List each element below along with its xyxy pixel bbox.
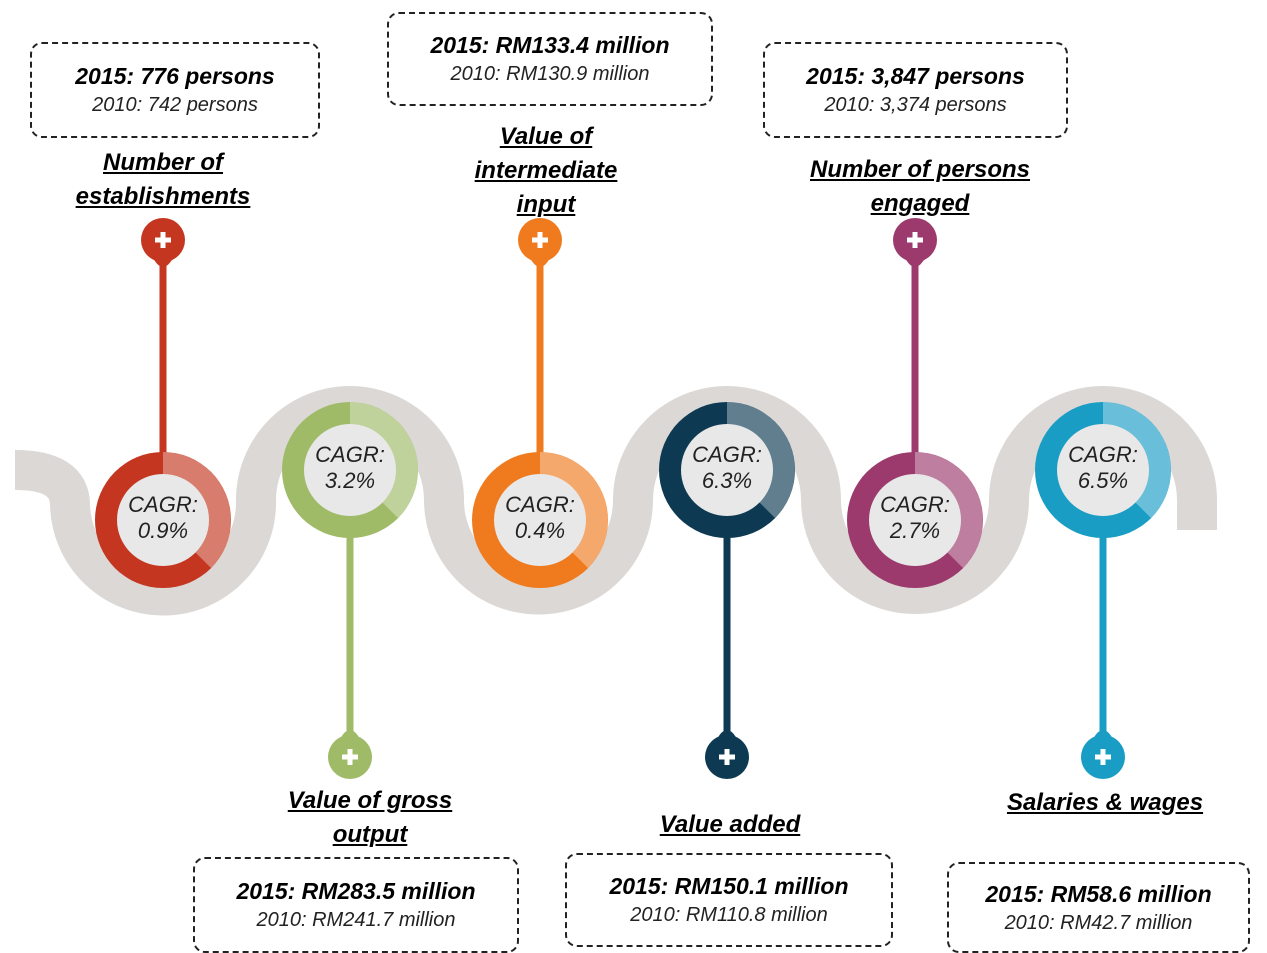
current-value: 2015: 776 persons	[75, 63, 275, 89]
previous-value: 2010: RM130.9 million	[450, 63, 650, 85]
indicator-label: Value of intermediate input	[474, 123, 618, 218]
wave	[14, 386, 1217, 616]
value-box: 2015: RM58.6 million 2010: RM42.7 million	[947, 862, 1250, 953]
indicator-label: Number of persons engaged	[809, 156, 1031, 217]
previous-value: 2010: RM241.7 million	[256, 909, 456, 931]
cagr-text: CAGR: 2.7%	[870, 492, 960, 544]
current-value: 2015: RM283.5 million	[236, 878, 476, 904]
cagr-text: CAGR: 3.2%	[305, 442, 395, 494]
plus-icon	[155, 232, 171, 248]
cagr-label: CAGR:	[128, 492, 198, 517]
value-box: 2015: RM150.1 million 2010: RM110.8 milli…	[565, 853, 893, 947]
plus-icon	[907, 232, 923, 248]
ring-inner	[681, 424, 773, 516]
cagr-text: CAGR: 6.5%	[1058, 442, 1148, 494]
indicator-label: Number of establishments	[75, 149, 251, 210]
ring-inner	[304, 424, 396, 516]
cagr-value: 6.5%	[1077, 468, 1129, 493]
ring-inner	[494, 474, 586, 566]
cagr-label: CAGR:	[692, 442, 762, 467]
indicator-label: Salaries & wages	[1006, 789, 1204, 816]
ring-inner	[1057, 424, 1149, 516]
value-box: 2015: RM133.4 million 2010: RM130.9 milli…	[387, 12, 713, 106]
plus-icon	[1095, 749, 1111, 765]
previous-value: 2010: RM110.8 million	[630, 904, 828, 926]
indicator-label: Value added	[659, 811, 801, 838]
cagr-label: CAGR:	[315, 442, 385, 467]
current-value: 2015: RM150.1 million	[609, 873, 849, 899]
indicator-label: Value of gross output	[287, 787, 453, 848]
current-value: 2015: RM58.6 million	[985, 880, 1212, 907]
cagr-label: CAGR:	[1068, 442, 1138, 467]
previous-value: 2010: RM42.7 million	[1004, 911, 1193, 934]
cagr-value: 3.2%	[324, 468, 376, 493]
cagr-text: CAGR: 6.3%	[682, 442, 772, 494]
cagr-value: 2.7%	[889, 518, 941, 543]
plus-icon	[719, 749, 735, 765]
value-box: 2015: 776 persons 2010: 742 persons	[30, 42, 320, 138]
plus-icon	[342, 749, 358, 765]
ring-inner	[869, 474, 961, 566]
current-value: 2015: RM133.4 million	[430, 32, 670, 58]
cagr-text: CAGR: 0.9%	[118, 492, 208, 544]
cagr-text: CAGR: 0.4%	[495, 492, 585, 544]
previous-value: 2010: 742 persons	[92, 94, 258, 116]
cagr-value: 0.9%	[137, 518, 189, 543]
cagr-label: CAGR:	[880, 492, 950, 517]
plus-icon	[532, 232, 548, 248]
value-box: 2015: 3,847 persons 2010: 3,374 persons	[763, 42, 1068, 138]
cagr-value: 0.4%	[514, 518, 566, 543]
previous-value: 2010: 3,374 persons	[824, 94, 1007, 116]
value-box: 2015: RM283.5 million 2010: RM241.7 milli…	[193, 857, 519, 953]
cagr-label: CAGR:	[505, 492, 575, 517]
current-value: 2015: 3,847 persons	[806, 63, 1025, 89]
ring-inner	[117, 474, 209, 566]
cagr-value: 6.3%	[701, 468, 753, 493]
